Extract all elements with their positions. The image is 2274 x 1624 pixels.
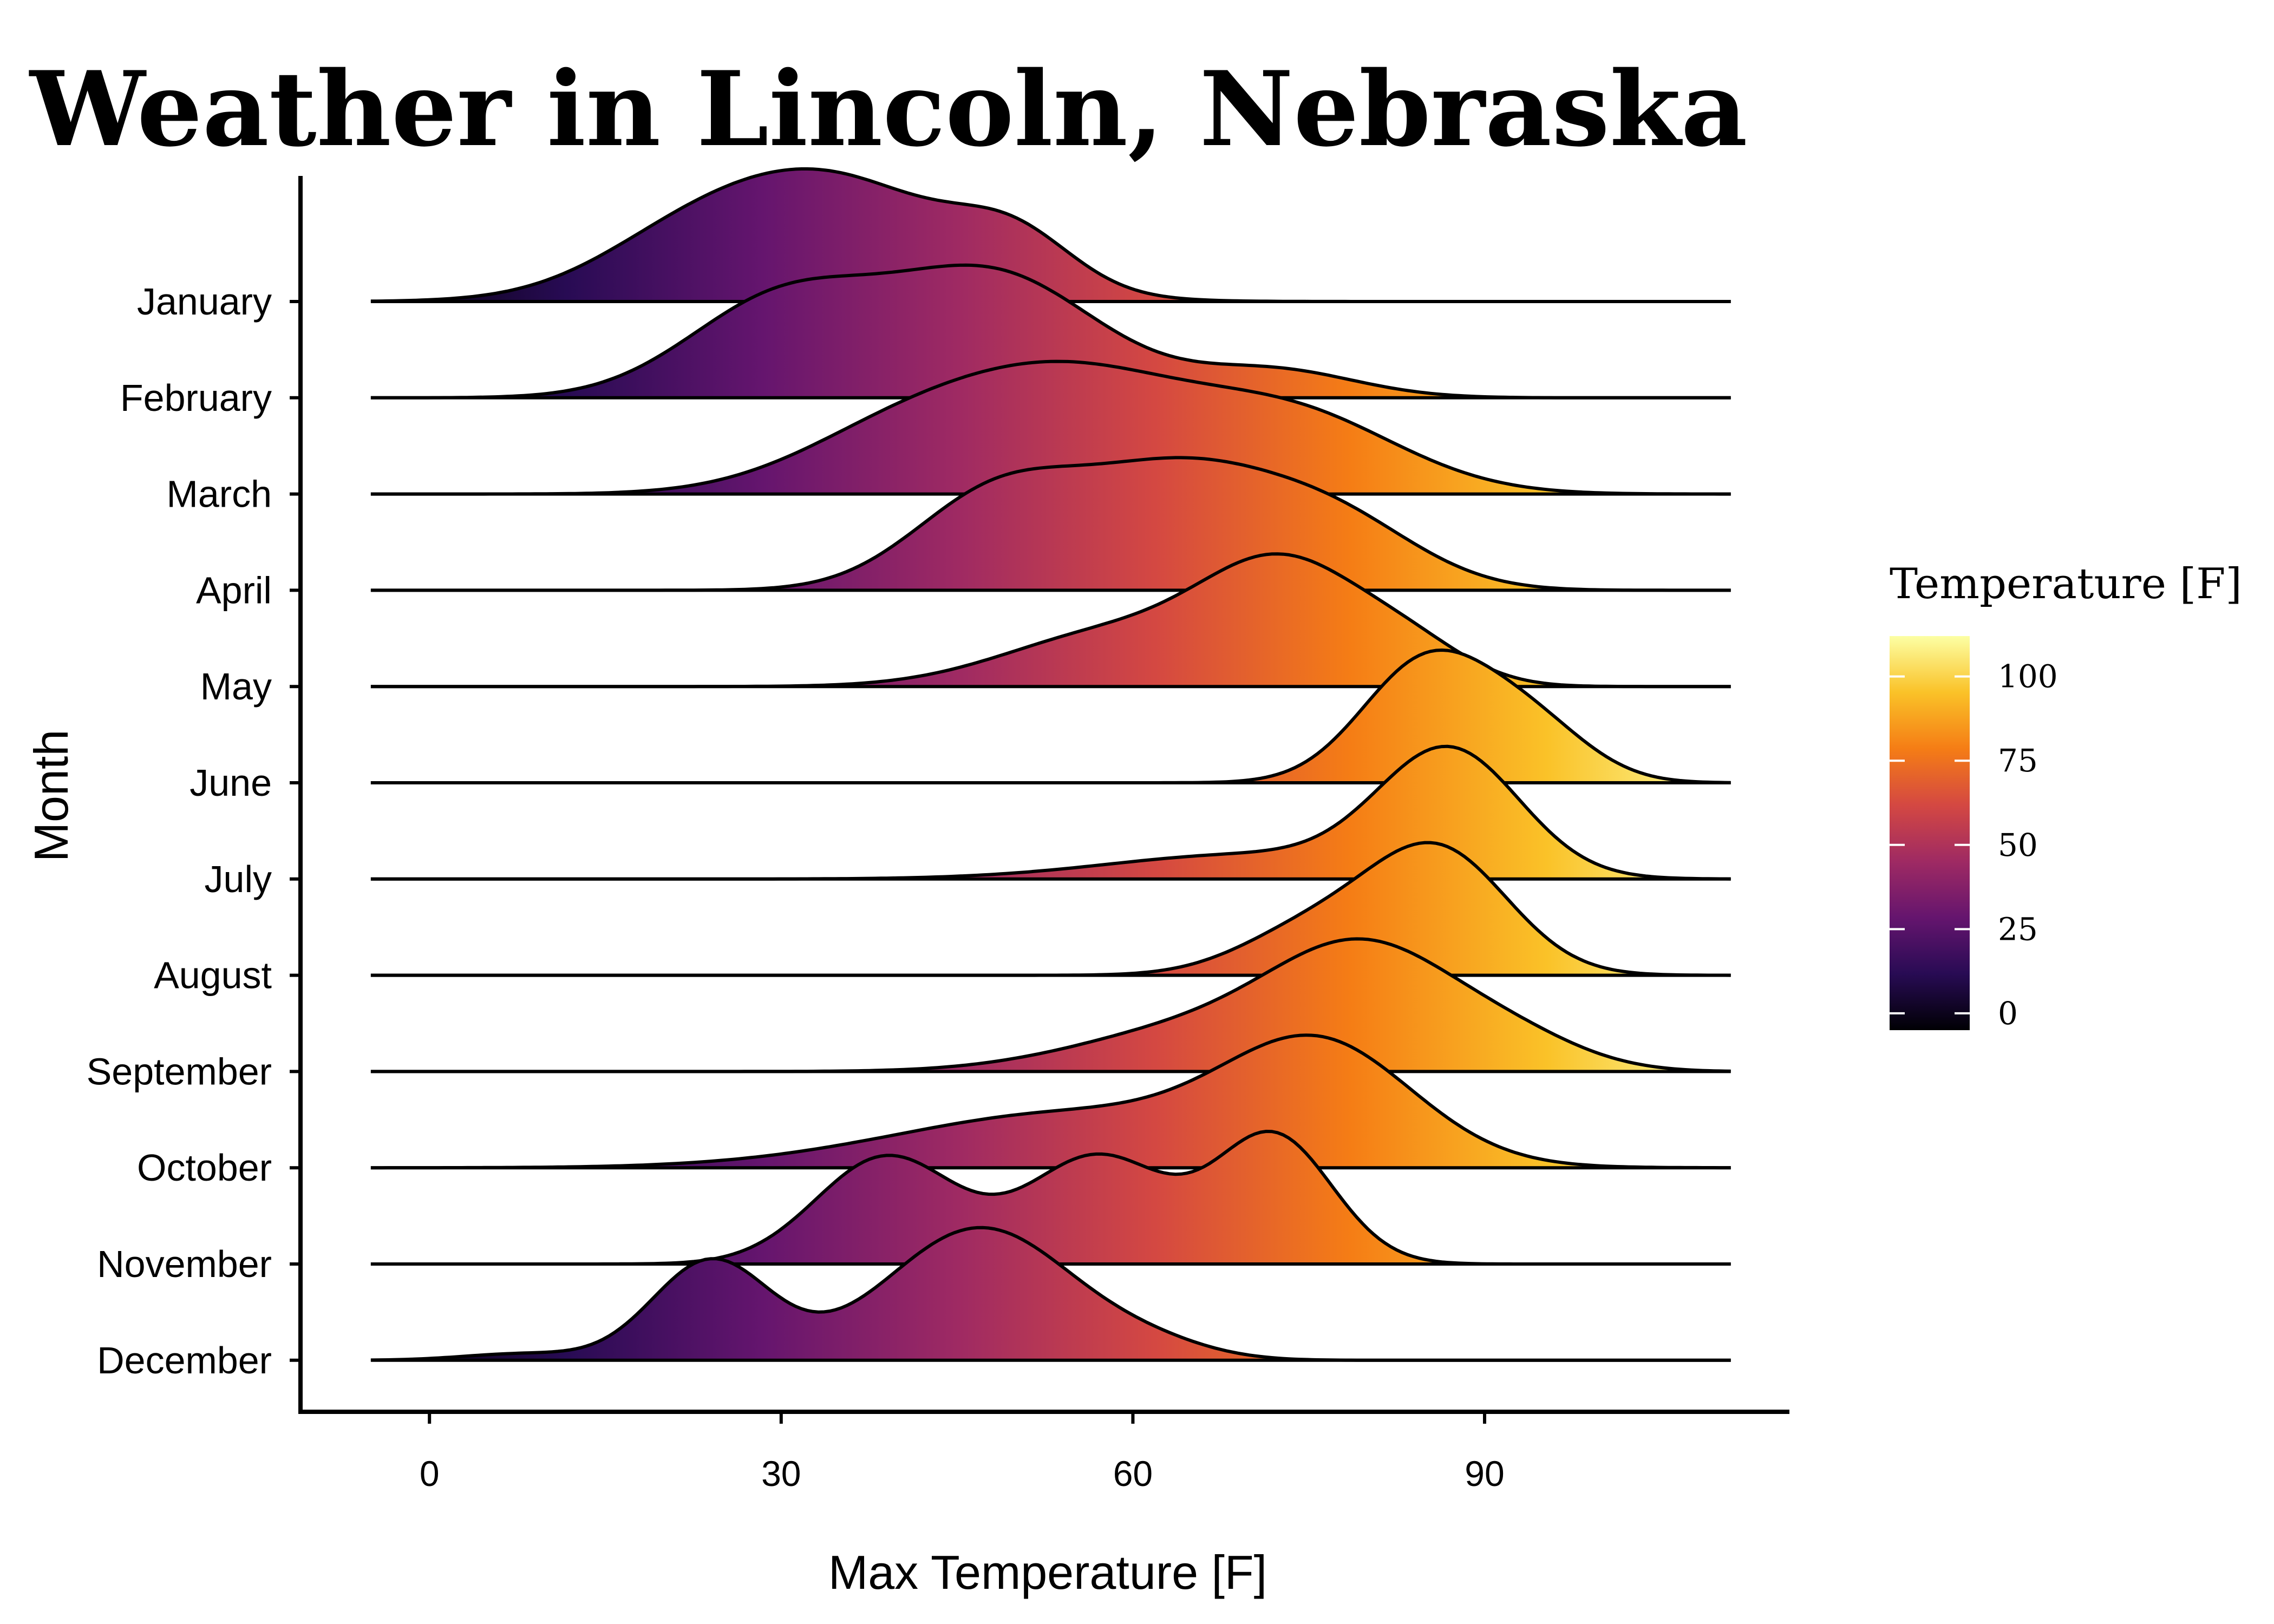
- ridge-fill-may: [370, 554, 1731, 687]
- y-axis-title: Month: [24, 730, 78, 862]
- y-tick-label-february: February: [120, 377, 272, 419]
- colorbar-tick-label: 75: [1998, 742, 2038, 779]
- y-tick-label-july: July: [205, 858, 272, 900]
- ridge-fill-october: [370, 1035, 1731, 1168]
- x-tick-label: 30: [761, 1453, 801, 1494]
- colorbar: [1890, 636, 1970, 1030]
- y-tick-label-october: October: [137, 1147, 272, 1189]
- y-tick-label-november: November: [97, 1243, 272, 1285]
- colorbar-ticks: 0 25 50 75 100: [1890, 658, 2058, 1032]
- x-axis-title: Max Temperature [F]: [828, 1546, 1267, 1599]
- ridge-fill-august: [370, 842, 1731, 975]
- ridge-fill-december: [370, 1227, 1731, 1360]
- x-axis-ticks: 0 30 60 90: [420, 1412, 1505, 1494]
- chart-title: Weather in Lincoln, Nebraska: [29, 49, 1748, 169]
- ridge-fill-november: [370, 1131, 1731, 1264]
- ridge-fill-july: [370, 746, 1731, 879]
- x-tick-label: 0: [420, 1453, 440, 1494]
- y-tick-label-september: September: [87, 1050, 272, 1092]
- ridge-fill-june: [370, 650, 1731, 783]
- y-axis-ticks: January February March April May June July Augu…: [87, 280, 300, 1381]
- ridge-fill-january: [370, 169, 1731, 302]
- colorbar-title: Temperature [F]: [1890, 560, 2242, 608]
- y-tick-label-march: March: [167, 473, 272, 515]
- colorbar-tick-label: 100: [1998, 658, 2058, 695]
- colorbar-tick-label: 0: [1998, 995, 2018, 1032]
- x-tick-label: 90: [1465, 1453, 1504, 1494]
- y-tick-label-may: May: [200, 665, 272, 708]
- ridge-fill-march: [370, 361, 1731, 494]
- y-tick-label-april: April: [196, 569, 272, 611]
- ridge-fill-september: [370, 939, 1731, 1072]
- y-tick-label-december: December: [97, 1339, 272, 1381]
- y-tick-label-june: June: [190, 762, 272, 804]
- y-tick-label-august: August: [154, 954, 272, 997]
- ridges-group: [370, 167, 1731, 1362]
- colorbar-legend: Temperature [F] 0 25 50 75 100: [1890, 560, 2242, 1032]
- colorbar-tick-label: 50: [1998, 827, 2038, 863]
- x-tick-label: 60: [1113, 1453, 1153, 1494]
- colorbar-tick-label: 25: [1998, 911, 2038, 947]
- ridge-fill-april: [370, 457, 1731, 591]
- y-tick-label-january: January: [137, 280, 272, 323]
- ridge-fill-february: [370, 265, 1731, 398]
